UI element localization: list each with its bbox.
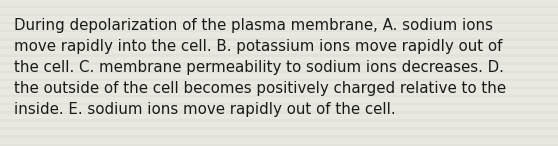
Bar xyxy=(0,95,558,97)
Bar xyxy=(0,135,558,138)
Bar xyxy=(0,144,558,146)
Bar xyxy=(0,6,558,8)
Bar xyxy=(0,87,558,89)
Bar xyxy=(0,14,558,16)
Bar xyxy=(0,127,558,130)
Bar xyxy=(0,79,558,81)
Bar xyxy=(0,62,558,65)
Bar xyxy=(0,54,558,57)
Bar xyxy=(0,38,558,41)
Bar xyxy=(0,71,558,73)
Text: During depolarization of the plasma membrane, A. sodium ions
move rapidly into t: During depolarization of the plasma memb… xyxy=(14,18,506,117)
Bar xyxy=(0,30,558,32)
Bar xyxy=(0,119,558,122)
Bar xyxy=(0,22,558,24)
Bar xyxy=(0,111,558,114)
Bar xyxy=(0,103,558,105)
Bar xyxy=(0,46,558,49)
